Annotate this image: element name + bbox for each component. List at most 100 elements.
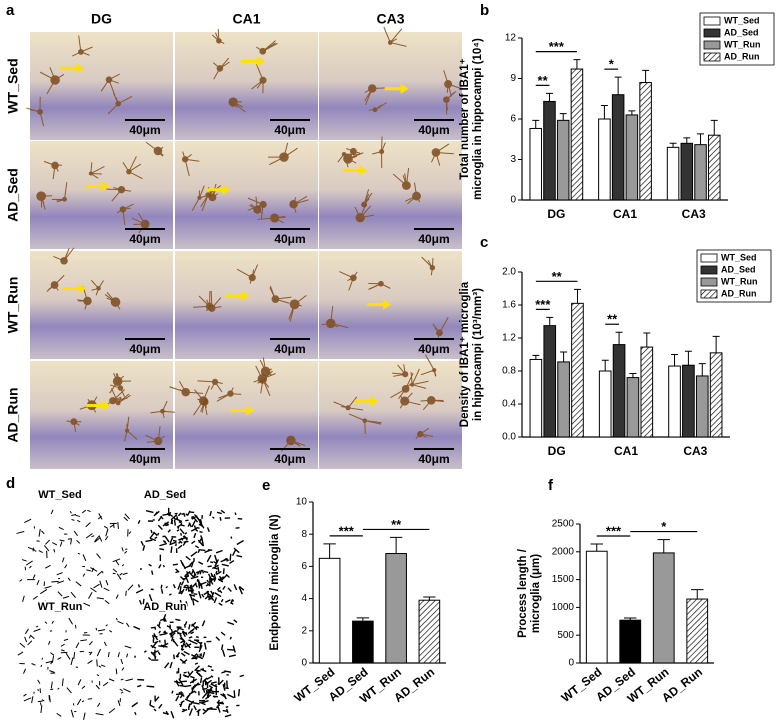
process	[275, 296, 292, 300]
skeleton-branch	[73, 651, 76, 660]
process	[113, 373, 121, 389]
skeleton-branch	[216, 586, 221, 591]
skeleton-branch	[188, 708, 193, 716]
process	[48, 284, 55, 290]
skeleton-branch	[238, 585, 245, 591]
process	[116, 208, 124, 214]
process	[259, 359, 267, 372]
process	[184, 154, 192, 160]
bar	[598, 118, 611, 201]
skeleton-branch	[90, 587, 97, 593]
process	[121, 189, 132, 192]
skeleton-branch	[103, 641, 107, 647]
process	[435, 152, 441, 166]
skeleton-branch	[165, 710, 169, 716]
process	[256, 79, 264, 89]
process	[438, 317, 449, 333]
significance-label: **	[552, 269, 563, 284]
process	[374, 104, 382, 111]
process	[337, 153, 345, 163]
skeleton-branch	[181, 524, 185, 527]
skeleton-branch	[185, 588, 188, 591]
skeleton-branch	[220, 598, 224, 603]
micrograph	[319, 361, 462, 469]
skeleton-branch	[182, 708, 186, 711]
skeleton-branch	[49, 630, 53, 632]
process	[66, 420, 74, 423]
arrow-head	[241, 290, 250, 301]
process	[333, 401, 349, 409]
skeleton-branch	[179, 684, 187, 688]
skeleton-branch	[210, 669, 214, 672]
skeleton-branch	[124, 645, 132, 649]
skeleton-branch	[57, 580, 65, 584]
skeleton-branch	[185, 576, 189, 584]
process	[393, 373, 406, 377]
skeleton-branch	[208, 691, 215, 695]
x-tick-label: DG	[547, 207, 565, 221]
bar	[686, 598, 709, 664]
y-tick-label: 500	[557, 630, 574, 641]
process	[109, 384, 121, 389]
skeleton-branch	[175, 518, 183, 523]
skeleton-branch	[117, 620, 124, 625]
bar	[707, 134, 721, 201]
process	[269, 156, 285, 166]
skeleton-branch	[178, 521, 183, 525]
skeleton-branch	[112, 558, 121, 563]
process	[80, 51, 90, 56]
process	[128, 156, 137, 172]
skeleton-branch	[51, 620, 54, 624]
process	[288, 304, 296, 320]
skeleton-branch	[168, 593, 172, 596]
skeleton-branch	[202, 651, 206, 658]
process	[445, 99, 448, 111]
y-tick-label: 10	[296, 497, 308, 508]
scale-bar-label: 40μm	[274, 123, 305, 137]
process	[52, 165, 56, 180]
skeleton-branch	[82, 573, 86, 577]
skeleton-branch	[226, 559, 230, 562]
skeleton-branch	[108, 707, 116, 714]
skeleton-branch	[88, 651, 92, 654]
process	[73, 421, 77, 432]
y-axis-label: in hippocampi (10³/mm³)	[472, 288, 484, 421]
skeleton-branch	[163, 631, 168, 635]
skeleton-branch	[120, 691, 124, 694]
skeleton-branch	[231, 549, 237, 557]
row-label: WT_Run	[5, 277, 21, 334]
process	[54, 165, 59, 172]
skeleton-branch	[189, 593, 193, 601]
skeleton-branch	[198, 701, 206, 706]
skeleton-branch	[124, 550, 128, 554]
skeleton-branch	[191, 568, 197, 576]
bar	[619, 619, 642, 664]
skeleton-branch	[197, 539, 204, 547]
process	[230, 393, 242, 395]
skeleton-branch	[41, 699, 45, 702]
bar	[611, 94, 625, 201]
skeleton-branch	[65, 652, 71, 660]
skeleton-branch	[117, 522, 119, 529]
skeleton-branch	[34, 550, 37, 552]
skeleton-branch	[188, 589, 194, 594]
skeleton-branch	[95, 627, 98, 631]
process	[365, 88, 373, 106]
skeleton-branch	[176, 627, 180, 631]
process	[191, 197, 200, 211]
panel-label: d	[6, 475, 15, 492]
skeleton-branch	[36, 579, 40, 586]
skeleton-branch	[140, 540, 144, 546]
skeleton-branch	[161, 644, 168, 648]
process	[251, 79, 264, 90]
process	[389, 28, 403, 43]
process	[90, 279, 99, 289]
process	[110, 388, 119, 404]
skeleton-branch	[31, 663, 36, 666]
skeleton-branch	[190, 631, 194, 635]
error-bar	[643, 332, 651, 348]
process	[54, 73, 65, 81]
skeleton-branch	[61, 557, 65, 563]
skeleton-branch	[174, 630, 178, 633]
process	[262, 357, 267, 372]
